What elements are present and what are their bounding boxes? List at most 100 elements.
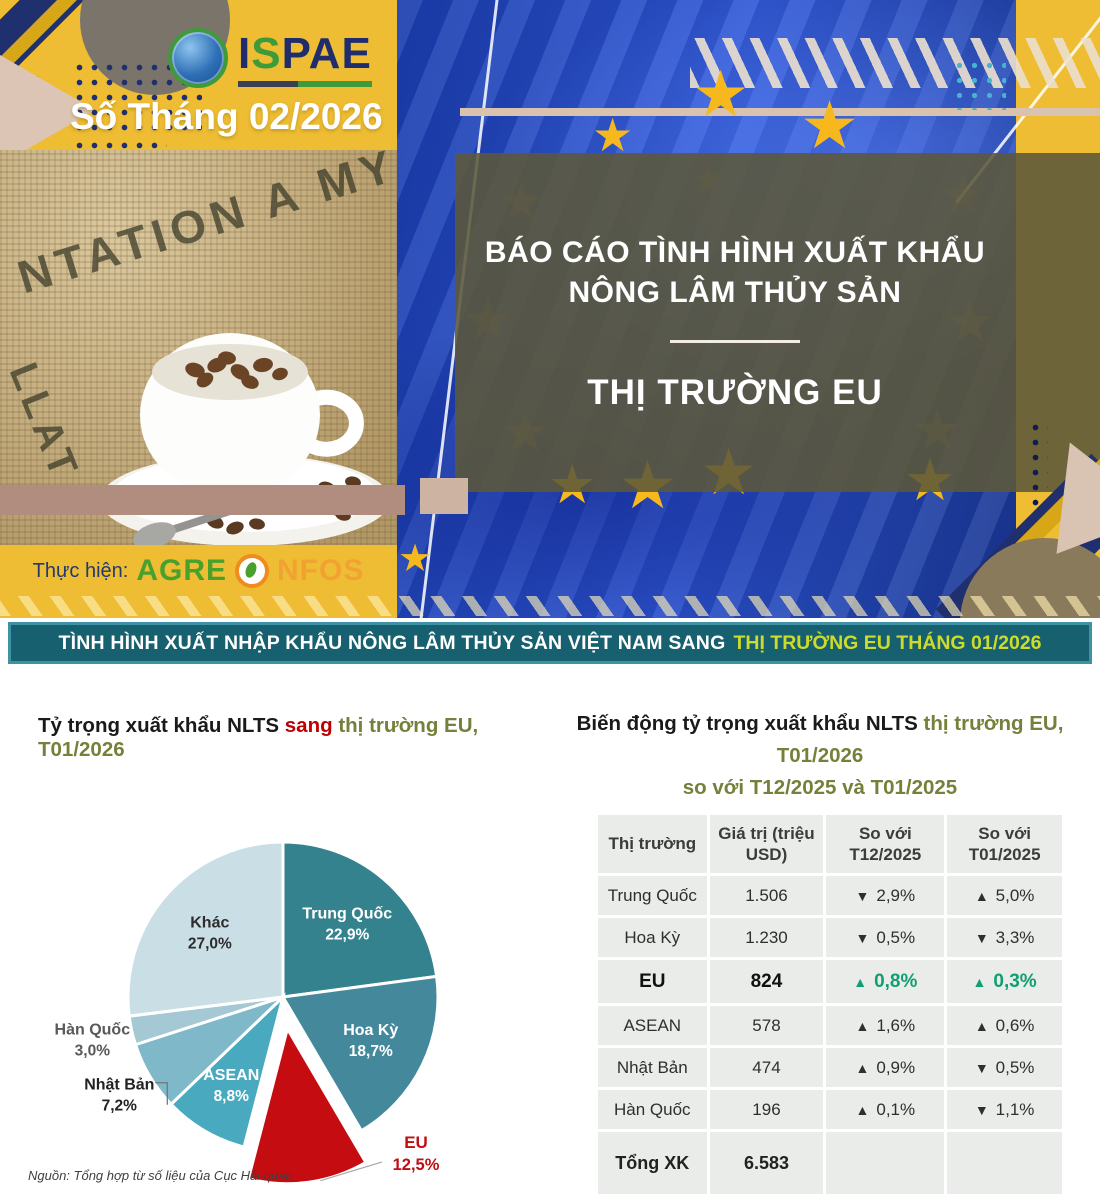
publisher-credit: Thực hiện: AGRE NFOS — [0, 545, 397, 597]
up-arrow-icon: ▲ — [974, 1017, 989, 1034]
change-cell: ▼ 3,3% — [947, 918, 1062, 957]
up-arrow-icon: ▲ — [853, 973, 868, 990]
value-cell: 196 — [709, 1090, 824, 1129]
market-cell: Trung Quốc — [598, 876, 707, 915]
pie-label: 12,5% — [393, 1156, 440, 1174]
source-note: Nguồn: Tổng hợp từ số liệu của Cục Hải q… — [28, 1168, 293, 1183]
pie-label: 7,2% — [102, 1098, 138, 1115]
logo-letter: I — [238, 29, 252, 78]
label-leader-line — [155, 1082, 168, 1105]
pie-slice-khác — [126, 840, 285, 1018]
pie-title-red: sang — [284, 714, 339, 737]
horizontal-accent-line — [460, 108, 1100, 116]
change-cell: ▲ 0,9% — [826, 1048, 945, 1087]
down-arrow-icon: ▼ — [974, 1101, 989, 1118]
table-row: Hoa Kỳ 1.230 ▼ 0,5% ▼ 3,3% — [598, 918, 1062, 957]
agroinfo-brand-text: NFOS — [277, 554, 365, 587]
value-cell: 578 — [709, 1006, 824, 1045]
logo-letter: S — [251, 29, 282, 78]
value-cell: 474 — [709, 1048, 824, 1087]
beige-accent-chip — [420, 478, 468, 514]
table-title: Biến động tỷ trọng xuất khẩu NLTS thị tr… — [560, 708, 1080, 803]
table-row: Nhật Bản 474 ▲ 0,9% ▼ 0,5% — [598, 1048, 1062, 1087]
table-title-black: Biến động tỷ trọng xuất khẩu NLTS — [576, 712, 924, 735]
masthead: ★★★★★★★★★★★★★★★ BÁO CÁO TÌNH HÌNH XUẤT K… — [0, 0, 1100, 618]
market-cell: Nhật Bản — [598, 1048, 707, 1087]
credit-label: Thực hiện: — [32, 559, 129, 582]
pie-label: Nhật Bản — [84, 1077, 154, 1094]
pie-label: Hàn Quốc — [55, 1021, 131, 1038]
logo-letter: PAE — [281, 29, 372, 78]
pie-title-black: Tỷ trọng xuất khẩu NLTS — [38, 714, 285, 737]
pie-title-green: thị trường EU, T01/2026 — [38, 714, 479, 761]
market-cell: Hàn Quốc — [598, 1090, 707, 1129]
market-cell: Hoa Kỳ — [598, 918, 707, 957]
change-cell: ▼ 1,1% — [947, 1090, 1062, 1129]
change-cell — [826, 1132, 945, 1194]
eu-star-icon: ★ — [398, 538, 433, 580]
pie-chart-title: Tỷ trọng xuất khẩu NLTS sang thị trường … — [38, 714, 558, 762]
pie-slice-hoa-kỳ — [280, 974, 440, 1133]
change-cell — [947, 1132, 1062, 1194]
label-leader-line — [320, 1161, 383, 1182]
change-cell: ▼ 0,5% — [826, 918, 945, 957]
diagonal-hatch-pattern — [690, 38, 1100, 88]
agroinfo-leaf-icon — [235, 554, 269, 588]
report-title-line1: BÁO CÁO TÌNH HÌNH XUẤT KHẨU — [484, 235, 986, 269]
table-row: EU 824 ▲ 0,8% ▲ 0,3% — [598, 960, 1062, 1003]
table-row: Trung Quốc 1.506 ▼ 2,9% ▲ 5,0% — [598, 876, 1062, 915]
pie-slice-trung-quốc — [281, 840, 439, 999]
column-header: So với T01/2025 — [947, 815, 1062, 873]
pie-label: 3,0% — [75, 1042, 111, 1059]
value-cell: 824 — [709, 960, 824, 1003]
down-arrow-icon: ▼ — [974, 929, 989, 946]
up-arrow-icon: ▲ — [855, 1101, 870, 1118]
eu-star-icon: ★ — [692, 58, 750, 130]
banner-text: TÌNH HÌNH XUẤT NHẬP KHẨU NÔNG LÂM THỦY S… — [58, 631, 726, 654]
change-cell: ▼ 2,9% — [826, 876, 945, 915]
mauve-accent-band — [0, 485, 405, 515]
burlap-stamp-text: LLAT — [0, 356, 88, 488]
pie-label: Hoa Kỳ — [343, 1022, 398, 1039]
pie-slice-asean — [168, 992, 286, 1149]
table-row: Hàn Quốc 196 ▲ 0,1% ▼ 1,1% — [598, 1090, 1062, 1129]
pie-chart: Trung Quốc 22,9% Hoa Kỳ 18,7% EU 12,5% ASEAN 8,… — [20, 790, 580, 1200]
value-cell: 1.506 — [709, 876, 824, 915]
zigzag-pattern — [0, 596, 1100, 616]
burlap-stamp-text: NTATION A MY — [11, 150, 397, 304]
column-header: Giá trị (triệu USD) — [709, 815, 824, 873]
down-arrow-icon: ▼ — [855, 929, 870, 946]
pie-label: 27,0% — [188, 935, 232, 952]
dot-grid-decoration — [952, 58, 1006, 110]
report-title: BÁO CÁO TÌNH HÌNH XUẤT KHẨU NÔNG LÂM THỦ… — [455, 153, 1015, 492]
title-overlay-panel — [455, 153, 1100, 492]
market-cell: Tổng XK — [598, 1132, 707, 1194]
change-cell: ▲ 0,8% — [826, 960, 945, 1003]
eu-star-icon: ★ — [800, 88, 860, 162]
banner-highlight-text: THỊ TRƯỜNG EU THÁNG 01/2026 — [733, 631, 1042, 654]
change-cell: ▲ 0,3% — [947, 960, 1062, 1003]
globe-icon — [168, 28, 228, 88]
market-cell: EU — [598, 960, 707, 1003]
pie-label: 8,8% — [214, 1088, 250, 1105]
section-banner: TÌNH HÌNH XUẤT NHẬP KHẨU NÔNG LÂM THỦY S… — [8, 622, 1092, 664]
market-comparison-table: Thị trường Giá trị (triệu USD) So với T12/… — [595, 812, 1065, 1197]
pie-label: EU — [404, 1133, 428, 1152]
down-arrow-icon: ▼ — [974, 1059, 989, 1076]
change-cell: ▲ 0,1% — [826, 1090, 945, 1129]
ispae-logo: ISPAE — [168, 28, 372, 88]
column-header: So với T12/2025 — [826, 815, 945, 873]
pie-label: Trung Quốc — [302, 906, 392, 923]
ispae-logo-text: ISPAE — [238, 29, 372, 87]
column-header: Thị trường — [598, 815, 707, 873]
table-title-green2: so với T12/2025 và T01/2025 — [682, 775, 958, 799]
pie-label: ASEAN — [203, 1067, 259, 1084]
change-cell: ▲ 0,6% — [947, 1006, 1062, 1045]
table-row: Tổng XK 6.583 — [598, 1132, 1062, 1194]
value-cell: 6.583 — [709, 1132, 824, 1194]
report-title-market: THỊ TRƯỜNG EU — [587, 372, 883, 412]
agroinfo-brand-text: AGRE — [136, 554, 227, 587]
down-arrow-icon: ▼ — [855, 887, 870, 904]
pie-label: 22,9% — [325, 927, 369, 944]
